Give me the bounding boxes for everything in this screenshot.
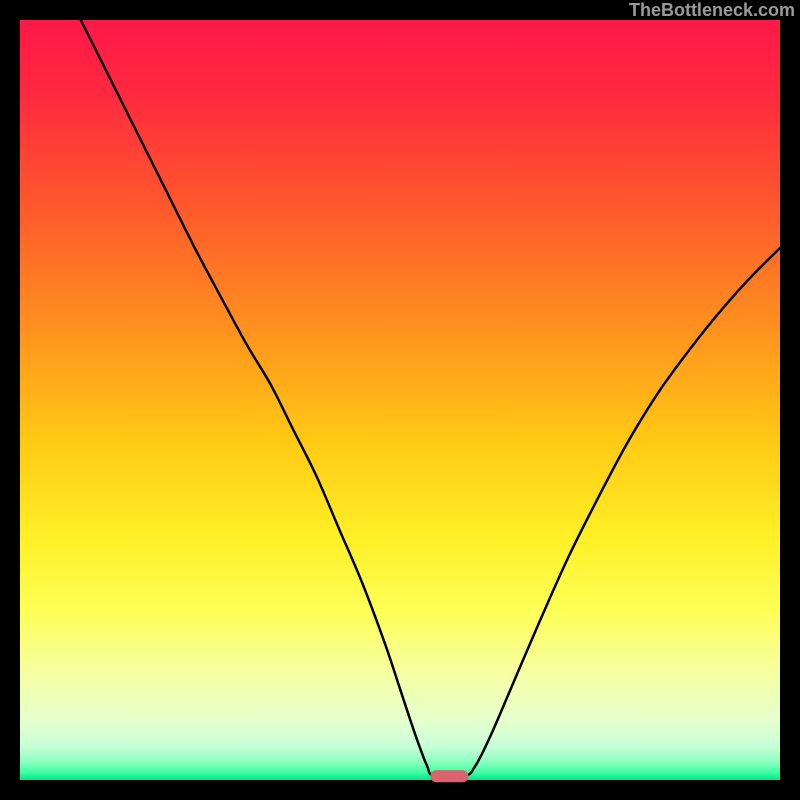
optimal-marker [430,770,468,782]
bottleneck-chart: TheBottleneck.com [0,0,800,800]
attribution-text: TheBottleneck.com [629,0,795,20]
plot-background [20,20,780,780]
chart-svg: TheBottleneck.com [0,0,800,800]
